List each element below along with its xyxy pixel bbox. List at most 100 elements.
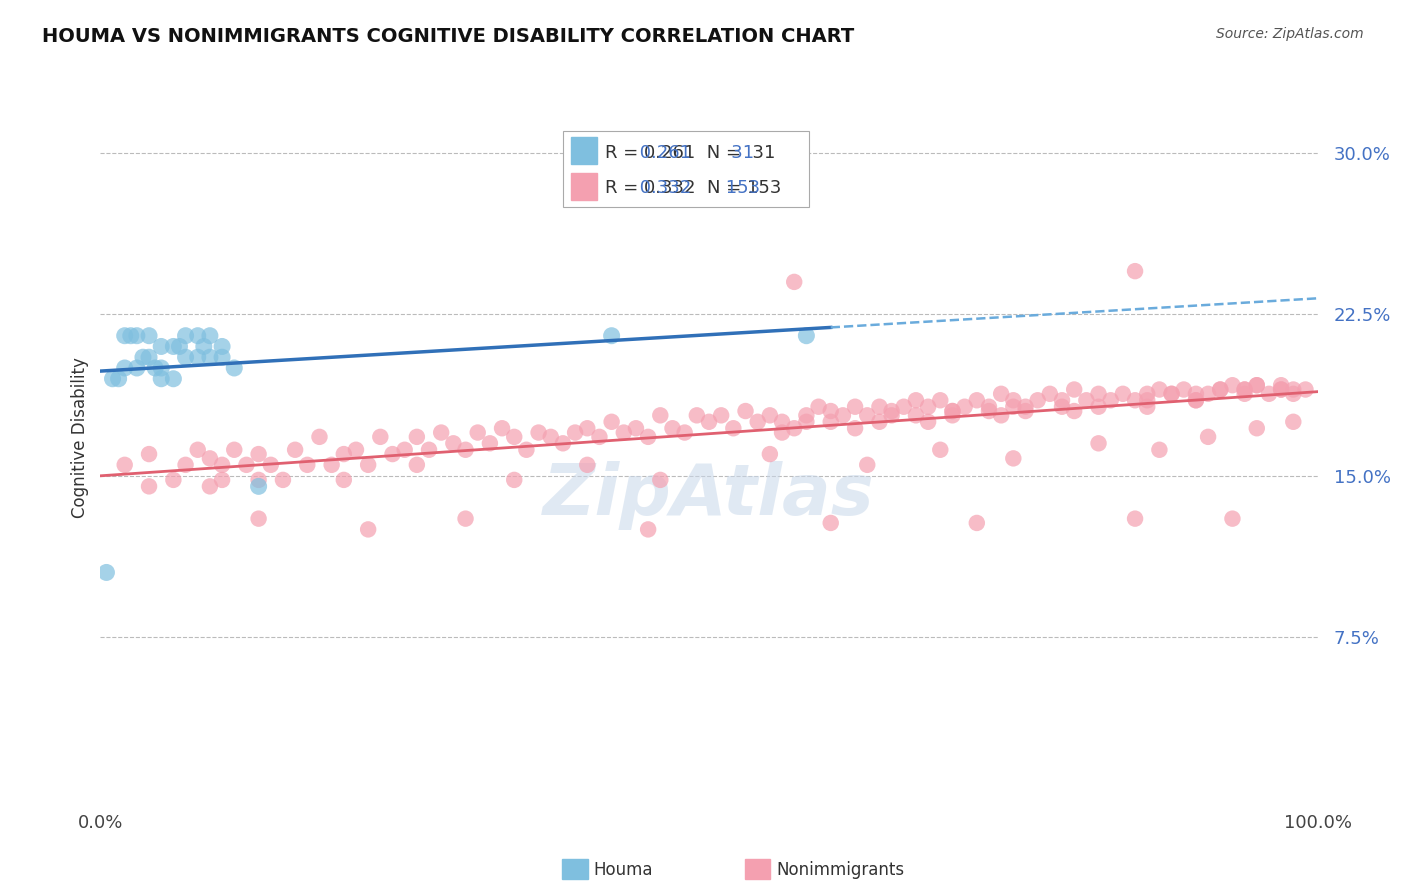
Point bbox=[370, 430, 392, 444]
Point bbox=[1270, 383, 1292, 397]
Point bbox=[1233, 386, 1256, 401]
Point bbox=[321, 458, 343, 472]
Point bbox=[1282, 415, 1305, 429]
Point bbox=[1149, 383, 1171, 397]
Point bbox=[162, 473, 184, 487]
Point bbox=[941, 409, 963, 423]
Point bbox=[1014, 400, 1036, 414]
Point bbox=[333, 473, 356, 487]
Point bbox=[1136, 400, 1159, 414]
Point bbox=[198, 350, 221, 364]
Point bbox=[820, 404, 842, 418]
Point bbox=[150, 361, 173, 376]
Point bbox=[1002, 451, 1025, 466]
Point bbox=[454, 511, 477, 525]
Point bbox=[120, 328, 142, 343]
Point bbox=[114, 328, 136, 343]
Text: ZipAtlas: ZipAtlas bbox=[543, 461, 875, 530]
Point bbox=[193, 339, 215, 353]
Point bbox=[747, 415, 769, 429]
Point bbox=[990, 409, 1012, 423]
Point bbox=[357, 523, 380, 537]
Point bbox=[247, 511, 270, 525]
Point bbox=[844, 421, 866, 435]
Point bbox=[138, 479, 160, 493]
Point bbox=[1136, 393, 1159, 408]
Point bbox=[1050, 400, 1073, 414]
Point bbox=[1185, 386, 1208, 401]
Point bbox=[1099, 393, 1122, 408]
Point bbox=[405, 458, 427, 472]
Point bbox=[224, 361, 246, 376]
Point bbox=[650, 473, 672, 487]
Point bbox=[1222, 511, 1244, 525]
Point bbox=[551, 436, 574, 450]
Point bbox=[418, 442, 440, 457]
Point bbox=[1014, 404, 1036, 418]
Point bbox=[770, 415, 793, 429]
Point bbox=[576, 421, 599, 435]
Point bbox=[1258, 386, 1281, 401]
Point bbox=[588, 430, 610, 444]
Point bbox=[1295, 383, 1317, 397]
Point bbox=[917, 415, 939, 429]
Point bbox=[929, 442, 952, 457]
Point bbox=[1185, 393, 1208, 408]
Point bbox=[600, 328, 623, 343]
Point bbox=[1233, 383, 1256, 397]
Point bbox=[673, 425, 696, 440]
Point bbox=[941, 404, 963, 418]
Point bbox=[807, 400, 830, 414]
Point bbox=[1197, 430, 1219, 444]
Point bbox=[125, 361, 148, 376]
Point bbox=[1026, 393, 1049, 408]
Point bbox=[856, 458, 879, 472]
Point bbox=[783, 421, 806, 435]
Point bbox=[1112, 386, 1135, 401]
Point bbox=[333, 447, 356, 461]
Point bbox=[977, 400, 1000, 414]
Point bbox=[187, 350, 209, 364]
Point bbox=[224, 442, 246, 457]
Point bbox=[1197, 386, 1219, 401]
Point bbox=[357, 458, 380, 472]
Point bbox=[1136, 386, 1159, 401]
Point bbox=[613, 425, 636, 440]
Point bbox=[1149, 442, 1171, 457]
Point bbox=[1076, 393, 1098, 408]
Point bbox=[260, 458, 283, 472]
Point bbox=[1039, 386, 1062, 401]
Point bbox=[1123, 511, 1146, 525]
Point bbox=[284, 442, 307, 457]
Point bbox=[820, 516, 842, 530]
Point bbox=[796, 409, 818, 423]
Point bbox=[880, 404, 903, 418]
Point bbox=[405, 430, 427, 444]
Point bbox=[734, 404, 756, 418]
Point bbox=[150, 372, 173, 386]
Point bbox=[1002, 400, 1025, 414]
Point bbox=[564, 425, 586, 440]
Point bbox=[1063, 383, 1085, 397]
Point bbox=[990, 386, 1012, 401]
Text: R = 0.261  N =  31: R = 0.261 N = 31 bbox=[605, 144, 776, 161]
Point bbox=[723, 421, 745, 435]
Text: Source: ZipAtlas.com: Source: ZipAtlas.com bbox=[1216, 27, 1364, 41]
Point bbox=[132, 350, 155, 364]
Point bbox=[540, 430, 562, 444]
Point bbox=[430, 425, 453, 440]
Point bbox=[1050, 393, 1073, 408]
Point bbox=[759, 409, 782, 423]
Point bbox=[211, 458, 233, 472]
Point bbox=[467, 425, 489, 440]
Point bbox=[114, 458, 136, 472]
Text: R = 0.332  N = 153: R = 0.332 N = 153 bbox=[605, 178, 782, 196]
Point bbox=[198, 451, 221, 466]
Point bbox=[1087, 400, 1109, 414]
Point bbox=[454, 442, 477, 457]
Point bbox=[1087, 386, 1109, 401]
Point bbox=[491, 421, 513, 435]
Point bbox=[515, 442, 537, 457]
Point bbox=[1246, 378, 1268, 392]
Point bbox=[929, 393, 952, 408]
